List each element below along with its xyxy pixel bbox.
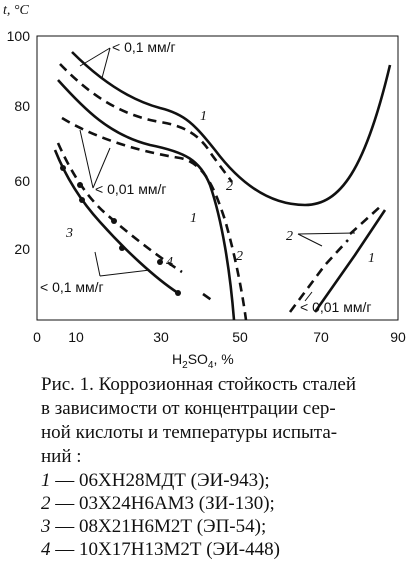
y-tick-label: 100 <box>7 28 31 44</box>
y-axis-label: t, °C <box>3 3 29 18</box>
caption-line: Рис. 1. Коррозионная стойкость сталей <box>41 374 356 395</box>
curve-label: 4 <box>166 255 173 270</box>
curve-1-upper <box>71 51 392 207</box>
annotation: < 0,01 мм/г <box>300 299 371 315</box>
legend-item: 1 — 06ХН28МДТ (ЭИ-943); <box>41 470 270 491</box>
legend-item: 3 — 08Х21Н6М2Т (ЭП-54); <box>40 516 266 537</box>
x-tick-label: 0 <box>33 329 41 345</box>
curve-fragment <box>202 292 214 303</box>
curve-4 <box>56 142 183 274</box>
x-tick-label: 90 <box>390 329 406 345</box>
curve-2-upper <box>59 63 234 183</box>
annotation: < 0,1 мм/г <box>40 279 104 295</box>
curve-label: 2 <box>236 249 243 264</box>
y-tick-label: 80 <box>14 98 30 114</box>
x-tick-label: 30 <box>153 329 169 345</box>
curve-label: 1 <box>368 251 375 266</box>
caption-line: ной кислоты и температуры испыта- <box>41 422 337 443</box>
caption: Рис. 1. Коррозионная стойкость сталей в … <box>40 374 356 560</box>
x-tick-label: 70 <box>313 329 329 345</box>
annotation: < 0,1 мм/г <box>112 39 176 55</box>
leader <box>79 47 111 79</box>
caption-line: ний : <box>41 446 82 467</box>
leader <box>304 291 313 302</box>
leader <box>94 251 151 277</box>
x-tick-label: 10 <box>68 329 84 345</box>
x-axis-label: H2SO4, % <box>172 351 234 371</box>
curve-2-right <box>288 239 349 313</box>
curve-label: 2 <box>286 229 293 244</box>
curve-label: 2 <box>226 179 233 194</box>
annotation: < 0,01 мм/г <box>95 181 166 197</box>
y-tick-label: 60 <box>14 173 30 189</box>
curve-markers <box>60 165 181 296</box>
curve-label: 1 <box>190 211 197 226</box>
curve-1-lower <box>57 79 236 321</box>
caption-line: в зависимости от концентрации сер- <box>41 398 336 419</box>
curve-1-right <box>313 209 387 313</box>
legend-item: 4 — 10Х17Н13М2Т (ЭИ-448) <box>41 539 280 560</box>
x-tick-label: 50 <box>232 329 248 345</box>
y-tick-label: 20 <box>14 241 30 257</box>
legend-item: 2 — 03Х24Н6АМ3 (ЗИ-130); <box>41 493 275 514</box>
plot-frame <box>36 35 399 321</box>
leader <box>79 129 111 189</box>
curve-2-right <box>349 204 383 235</box>
curve-2-lower <box>61 116 248 321</box>
curve-label: 3 <box>65 226 73 241</box>
leader <box>297 232 356 247</box>
figure: t, °C 100 80 60 20 0 10 30 50 70 90 H2SO… <box>3 3 406 371</box>
curve-3 <box>53 149 179 295</box>
curve-label: 1 <box>200 109 207 124</box>
